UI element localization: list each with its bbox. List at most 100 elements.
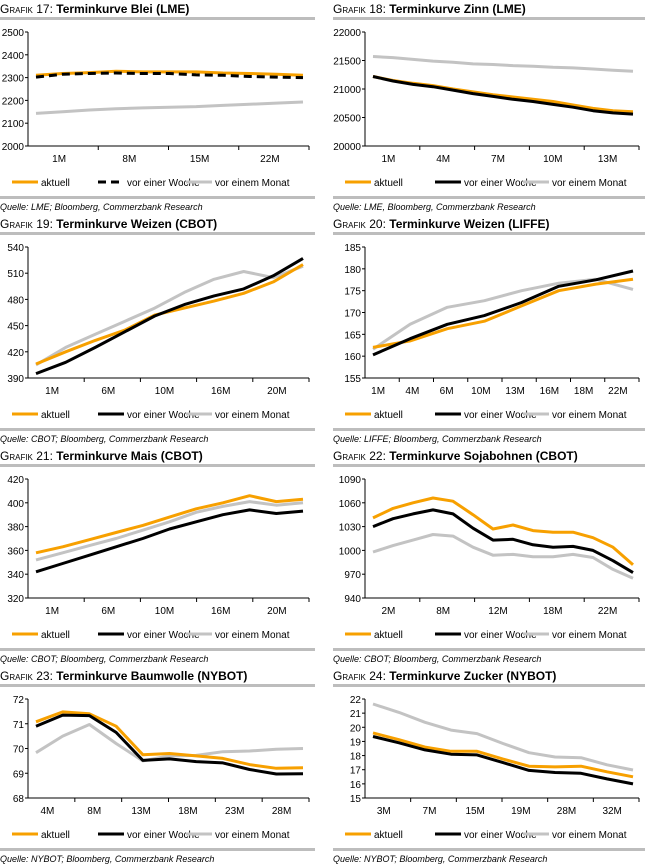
legend-label: aktuell [41,830,70,841]
chart-source: Quelle: LME; Bloomberg, Commerzbank Rese… [0,202,203,212]
x-tick-label: 1M [371,386,385,397]
chart-panel: Grafik 22: Terminkurve Sojabohnen (CBOT)… [333,447,645,667]
y-tick-label: 380 [7,523,24,534]
divider [0,684,315,687]
legend-label: aktuell [374,410,403,421]
divider [0,232,315,235]
chart-number: Grafik 19: [0,217,53,231]
divider [0,196,315,199]
line-chart: 15 16 17 18 19 20 21 22 3M 7M 15M 19M 28M 32M aktuell v… [345,695,640,841]
y-tick-label: 420 [7,348,24,359]
chart-title-text: Terminkurve Zinn (LME) [389,2,526,16]
x-tick-label: 1M [45,386,59,397]
y-tick-label: 1000 [339,546,362,557]
y-tick-label: 165 [344,330,361,341]
y-tick-label: 510 [7,269,24,280]
chart-number: Grafik 20: [333,217,386,231]
x-tick-label: 12M [488,606,507,617]
series-line-vor-einer-woche [372,269,634,357]
y-tick-label: 68 [13,794,25,805]
chart-title: Grafik 20: Terminkurve Weizen (LIFFE) [333,217,645,232]
x-tick-label: 6M [440,386,454,397]
chart-source: Quelle: CBOT; Bloomberg, Commerzbank Res… [0,434,209,444]
y-tick-label: 175 [344,287,361,298]
x-tick-label: 8M [122,154,136,165]
x-tick-label: 7M [491,154,505,165]
series-line-vor-einer-woche [35,257,304,376]
y-tick-label: 21000 [333,85,361,96]
chart-number: Grafik 24: [333,669,386,683]
x-tick-label: 10M [155,386,174,397]
series-line-vor-einem-monat [372,702,634,772]
divider [333,848,645,851]
line-chart: 390 420 450 480 510 540 1M 6M 10M 16M 20M aktuell vo… [7,243,310,421]
y-tick-label: 540 [7,243,24,254]
series-line-vor-einer-woche [372,735,634,786]
x-tick-label: 22M [260,154,279,165]
y-tick-label: 340 [7,570,24,581]
series-line-vor-einem-monat [372,55,634,73]
chart-title-text: Terminkurve Zucker (NYBOT) [389,669,557,683]
x-tick-label: 1M [52,154,66,165]
y-tick-label: 160 [344,352,361,363]
series-line-vor-einer-woche [372,508,634,574]
chart-panel: Grafik 19: Terminkurve Weizen (CBOT) 390… [0,215,315,447]
x-tick-label: 10M [155,606,174,617]
y-tick-label: 20000 [333,142,361,153]
series-line-aktuell [372,75,634,114]
x-tick-label: 13M [131,806,150,817]
series-line-aktuell [35,710,304,770]
x-tick-label: 8M [436,606,450,617]
x-tick-label: 18M [574,386,593,397]
x-tick-label: 13M [505,386,524,397]
y-tick-label: 180 [344,265,361,276]
x-tick-label: 10M [471,386,490,397]
divider [333,17,645,20]
chart-title: Grafik 19: Terminkurve Weizen (CBOT) [0,217,315,232]
y-tick-label: 940 [344,594,361,605]
y-tick-label: 16 [350,780,362,791]
y-tick-label: 19 [350,737,362,748]
y-tick-label: 18 [350,752,362,763]
y-tick-label: 420 [7,475,24,486]
chart-panel: Grafik 20: Terminkurve Weizen (LIFFE) 15… [333,215,645,447]
y-tick-label: 17 [350,766,362,777]
y-tick-label: 2400 [2,51,25,62]
x-tick-label: 23M [225,806,244,817]
series-line-vor-einer-woche [35,713,304,776]
legend-label: aktuell [374,630,403,641]
y-tick-label: 2000 [2,142,25,153]
x-tick-label: 6M [101,606,115,617]
chart-title-text: Terminkurve Mais (CBOT) [56,449,203,463]
legend-label: aktuell [41,178,70,189]
chart-source: Quelle: CBOT; Bloomberg, Commerzbank Res… [333,654,542,664]
series-line-aktuell [372,731,634,779]
divider [0,648,315,651]
chart-panel: Grafik 17: Terminkurve Blei (LME) 2000 21… [0,0,315,215]
y-tick-label: 450 [7,322,24,333]
divider [333,648,645,651]
y-tick-label: 2100 [2,119,25,130]
x-tick-label: 19M [511,806,530,817]
legend-label: vor einem Monat [552,178,627,189]
line-chart: 320 340 360 380 400 420 1M 6M 10M 16M 20M aktuell vo… [7,475,310,641]
line-chart: 155 160 165 170 175 180 185 1M 4M 6M 10M 13M 16M 18M 2… [344,243,640,421]
x-tick-label: 20M [267,386,286,397]
x-tick-label: 22M [608,386,627,397]
x-tick-label: 4M [405,386,419,397]
chart-source: Quelle: NYBOT; Bloomberg, Commerzbank Re… [333,854,548,864]
divider [0,848,315,851]
x-tick-label: 8M [87,806,101,817]
legend-label: vor einem Monat [215,178,290,189]
y-tick-label: 1030 [339,523,362,534]
divider [333,196,645,199]
y-tick-label: 320 [7,594,24,605]
x-tick-label: 22M [598,606,617,617]
x-tick-label: 32M [602,806,621,817]
y-tick-label: 21500 [333,57,361,68]
legend-label: vor einer Woche [127,178,200,189]
series-line-vor-einem-monat [35,264,304,367]
line-chart: 20000 20500 21000 21500 22000 1M 4M 7M 10M 13M akt… [333,28,640,189]
x-tick-label: 3M [377,806,391,817]
x-tick-label: 15M [190,154,209,165]
